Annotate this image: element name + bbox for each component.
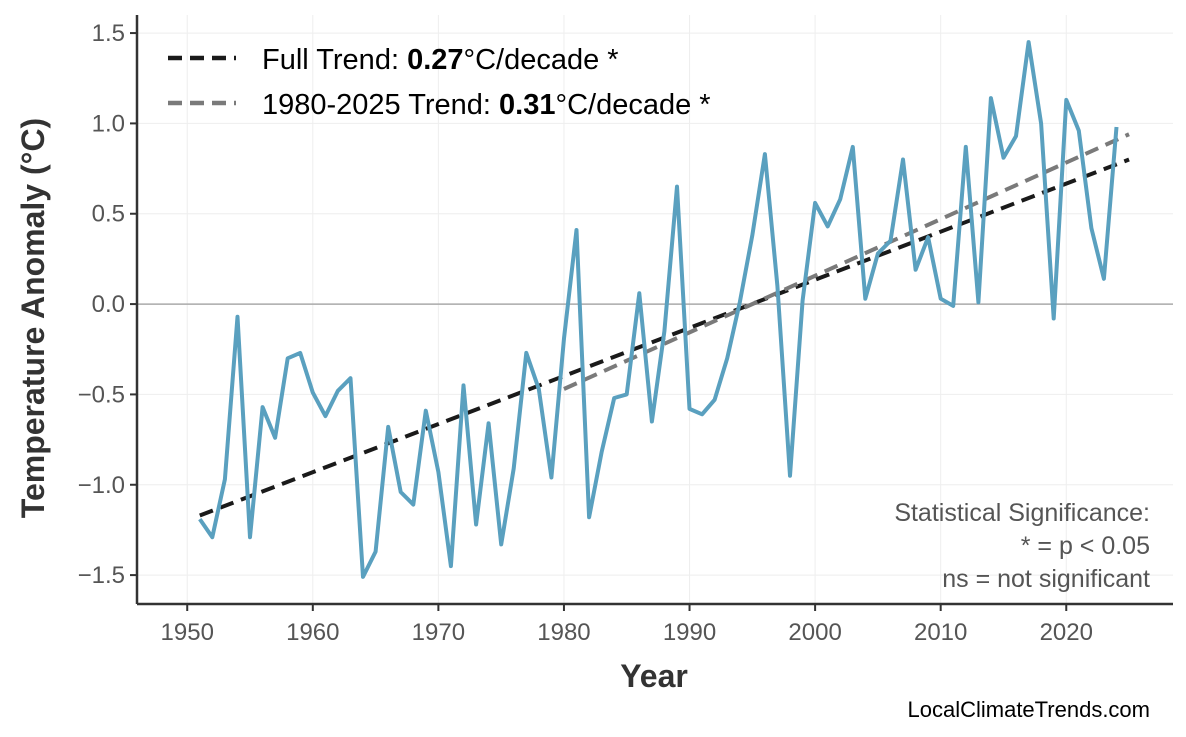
y-tick-label: −1.0 (78, 472, 125, 499)
legend-recent-trend-label: 1980-2025 Trend: 0.31°C/decade * (262, 89, 711, 121)
axes (135, 15, 1173, 606)
source-credit: LocalClimateTrends.com (908, 697, 1151, 722)
x-axis-title: Year (620, 658, 688, 694)
x-tick-label: 1990 (663, 619, 716, 646)
x-tick-label: 1980 (537, 619, 590, 646)
significance-note-line-2: ns = not significant (942, 565, 1150, 593)
y-tick-label: 0.0 (92, 291, 125, 318)
x-tick-label: 1950 (161, 619, 214, 646)
x-axis-ticks: 1950 1960 1970 1980 1990 2000 2010 2020 (161, 604, 1093, 646)
y-axis-title: Temperature Anomaly (°C) (15, 118, 51, 518)
x-tick-label: 2010 (914, 619, 967, 646)
x-tick-label: 2020 (1040, 619, 1093, 646)
significance-note-title: Statistical Significance: (894, 499, 1150, 527)
legend: Full Trend: 0.27°C/decade * 1980-2025 Tr… (168, 44, 711, 121)
y-tick-label: −0.5 (78, 381, 125, 408)
x-tick-label: 1960 (286, 619, 339, 646)
y-tick-label: 0.5 (92, 201, 125, 228)
significance-note: Statistical Significance: * = p < 0.05 n… (894, 499, 1150, 593)
legend-full-trend-label: Full Trend: 0.27°C/decade * (262, 44, 619, 76)
temperature-anomaly-series-line (198, 40, 1119, 579)
x-tick-label: 2000 (788, 619, 841, 646)
x-tick-label: 1970 (412, 619, 465, 646)
recent-trend-line (563, 132, 1130, 391)
y-tick-label: −1.5 (78, 562, 125, 589)
y-axis-ticks: −1.5 −1.0 −0.5 0.0 0.5 1.0 1.5 (78, 20, 137, 589)
significance-note-line-1: * = p < 0.05 (1021, 532, 1150, 560)
y-tick-label: 1.5 (92, 20, 125, 47)
y-tick-label: 1.0 (92, 110, 125, 137)
